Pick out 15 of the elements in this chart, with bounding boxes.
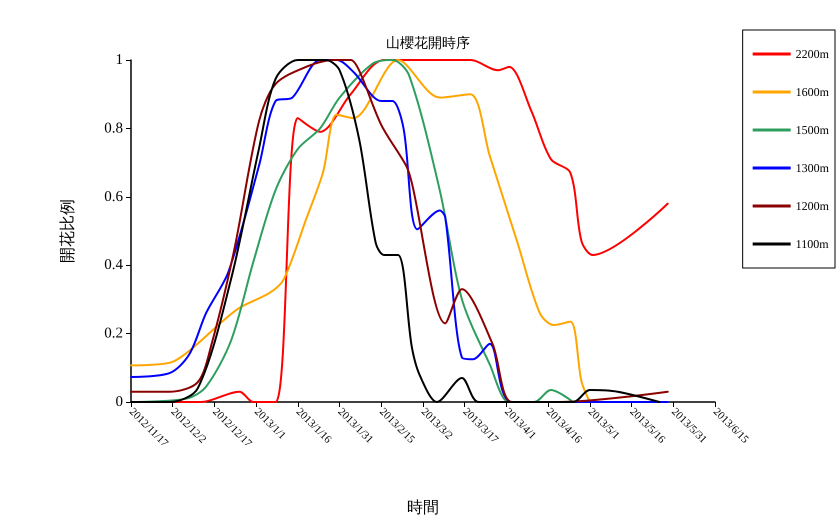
legend-label: 1200m [796,199,830,213]
legend-label: 1300m [796,161,830,175]
y-tick-label: 0.2 [104,326,123,342]
legend-label: 1100m [796,237,830,251]
chart-title: 山櫻花開時序 [386,36,470,52]
legend-label: 2200m [796,47,830,61]
y-tick-label: 0.8 [104,120,123,136]
y-tick-label: 1 [116,52,123,68]
legend-label: 1500m [796,123,830,137]
legend-label: 1600m [796,85,830,99]
y-tick-label: 0.4 [104,257,124,274]
x-axis-title: 時間 [407,498,439,516]
y-axis-title: 開花比例 [58,199,76,263]
y-tick-label: 0.6 [104,188,124,205]
y-tick-label: 0 [116,394,123,410]
